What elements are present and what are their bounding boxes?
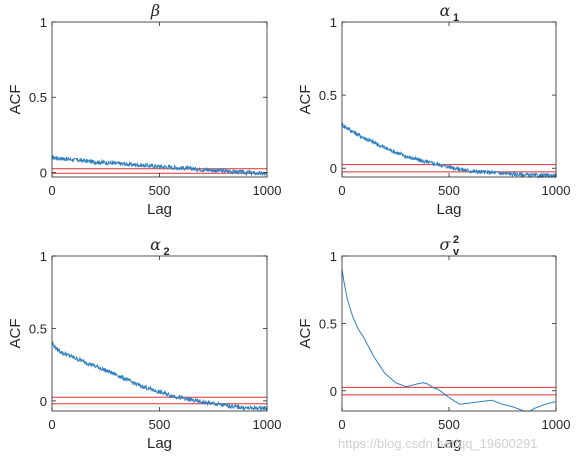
acf-panel-sigma-v-squared: 0 500 1000 0 0.5 1 Lag ACF σ 2v xyxy=(297,234,570,452)
y-axis-label: ACF xyxy=(297,319,314,349)
y-tick-label: 0.5 xyxy=(29,321,47,336)
x-tick-label: 1000 xyxy=(542,183,571,198)
x-axis-label: Lag xyxy=(147,201,172,218)
y-tick-label: 1 xyxy=(330,15,337,30)
y-tick-label: 0 xyxy=(40,165,47,180)
panel-title: α xyxy=(440,1,451,20)
y-tick-label: 0.5 xyxy=(29,90,47,105)
panel-title: σ xyxy=(440,235,452,254)
plot-area xyxy=(342,22,556,177)
x-tick-label: 1000 xyxy=(542,417,571,432)
x-tick-label: 0 xyxy=(338,183,345,198)
y-axis-label: ACF xyxy=(297,85,314,115)
x-tick-label: 500 xyxy=(438,183,460,198)
plot-area xyxy=(52,22,267,177)
y-tick-label: 0.5 xyxy=(319,88,337,103)
x-tick-label: 500 xyxy=(149,417,171,432)
panel-title-subscript: v xyxy=(453,246,460,258)
acf-panel-alpha-2: 0 500 1000 0 0.5 1 Lag ACF α 2 xyxy=(7,235,281,452)
x-axis-label: Lag xyxy=(436,201,461,218)
x-tick-label: 1000 xyxy=(253,417,282,432)
x-tick-label: 500 xyxy=(438,417,460,432)
x-tick-label: 0 xyxy=(338,417,345,432)
x-axis-label: Lag xyxy=(147,435,172,452)
plot-area xyxy=(342,256,556,411)
y-tick-label: 1 xyxy=(40,249,47,264)
y-tick-label: 0 xyxy=(330,161,337,176)
x-tick-label: 0 xyxy=(48,417,55,432)
acf-series-line xyxy=(341,269,557,412)
acf-series-line xyxy=(341,121,557,179)
y-axis-label: ACF xyxy=(7,319,24,349)
x-tick-label: 0 xyxy=(48,183,55,198)
y-tick-label: 0.5 xyxy=(319,316,337,331)
x-tick-label: 500 xyxy=(149,183,171,198)
acf-series-line xyxy=(51,340,268,412)
y-tick-label: 0 xyxy=(330,384,337,399)
acf-series-line xyxy=(51,155,268,177)
y-tick-label: 1 xyxy=(40,15,47,30)
watermark-url: https://blog.csdn.net/qq_19600291 xyxy=(338,436,538,451)
panel-title: α xyxy=(150,235,161,254)
plot-area xyxy=(52,256,267,411)
x-axis-label: Lag xyxy=(436,435,461,452)
panel-title-superscript: 2 xyxy=(453,234,459,246)
panel-title-subscript: 1 xyxy=(453,12,459,24)
panel-title: β xyxy=(150,1,160,20)
x-tick-label: 1000 xyxy=(253,183,282,198)
acf-panel-beta: 0 500 1000 0 0.5 1 Lag ACF β xyxy=(7,1,281,218)
y-tick-label: 0 xyxy=(40,394,47,409)
y-axis-label: ACF xyxy=(7,85,24,115)
y-tick-label: 1 xyxy=(330,249,337,264)
panel-title-subscript: 2 xyxy=(164,246,170,258)
